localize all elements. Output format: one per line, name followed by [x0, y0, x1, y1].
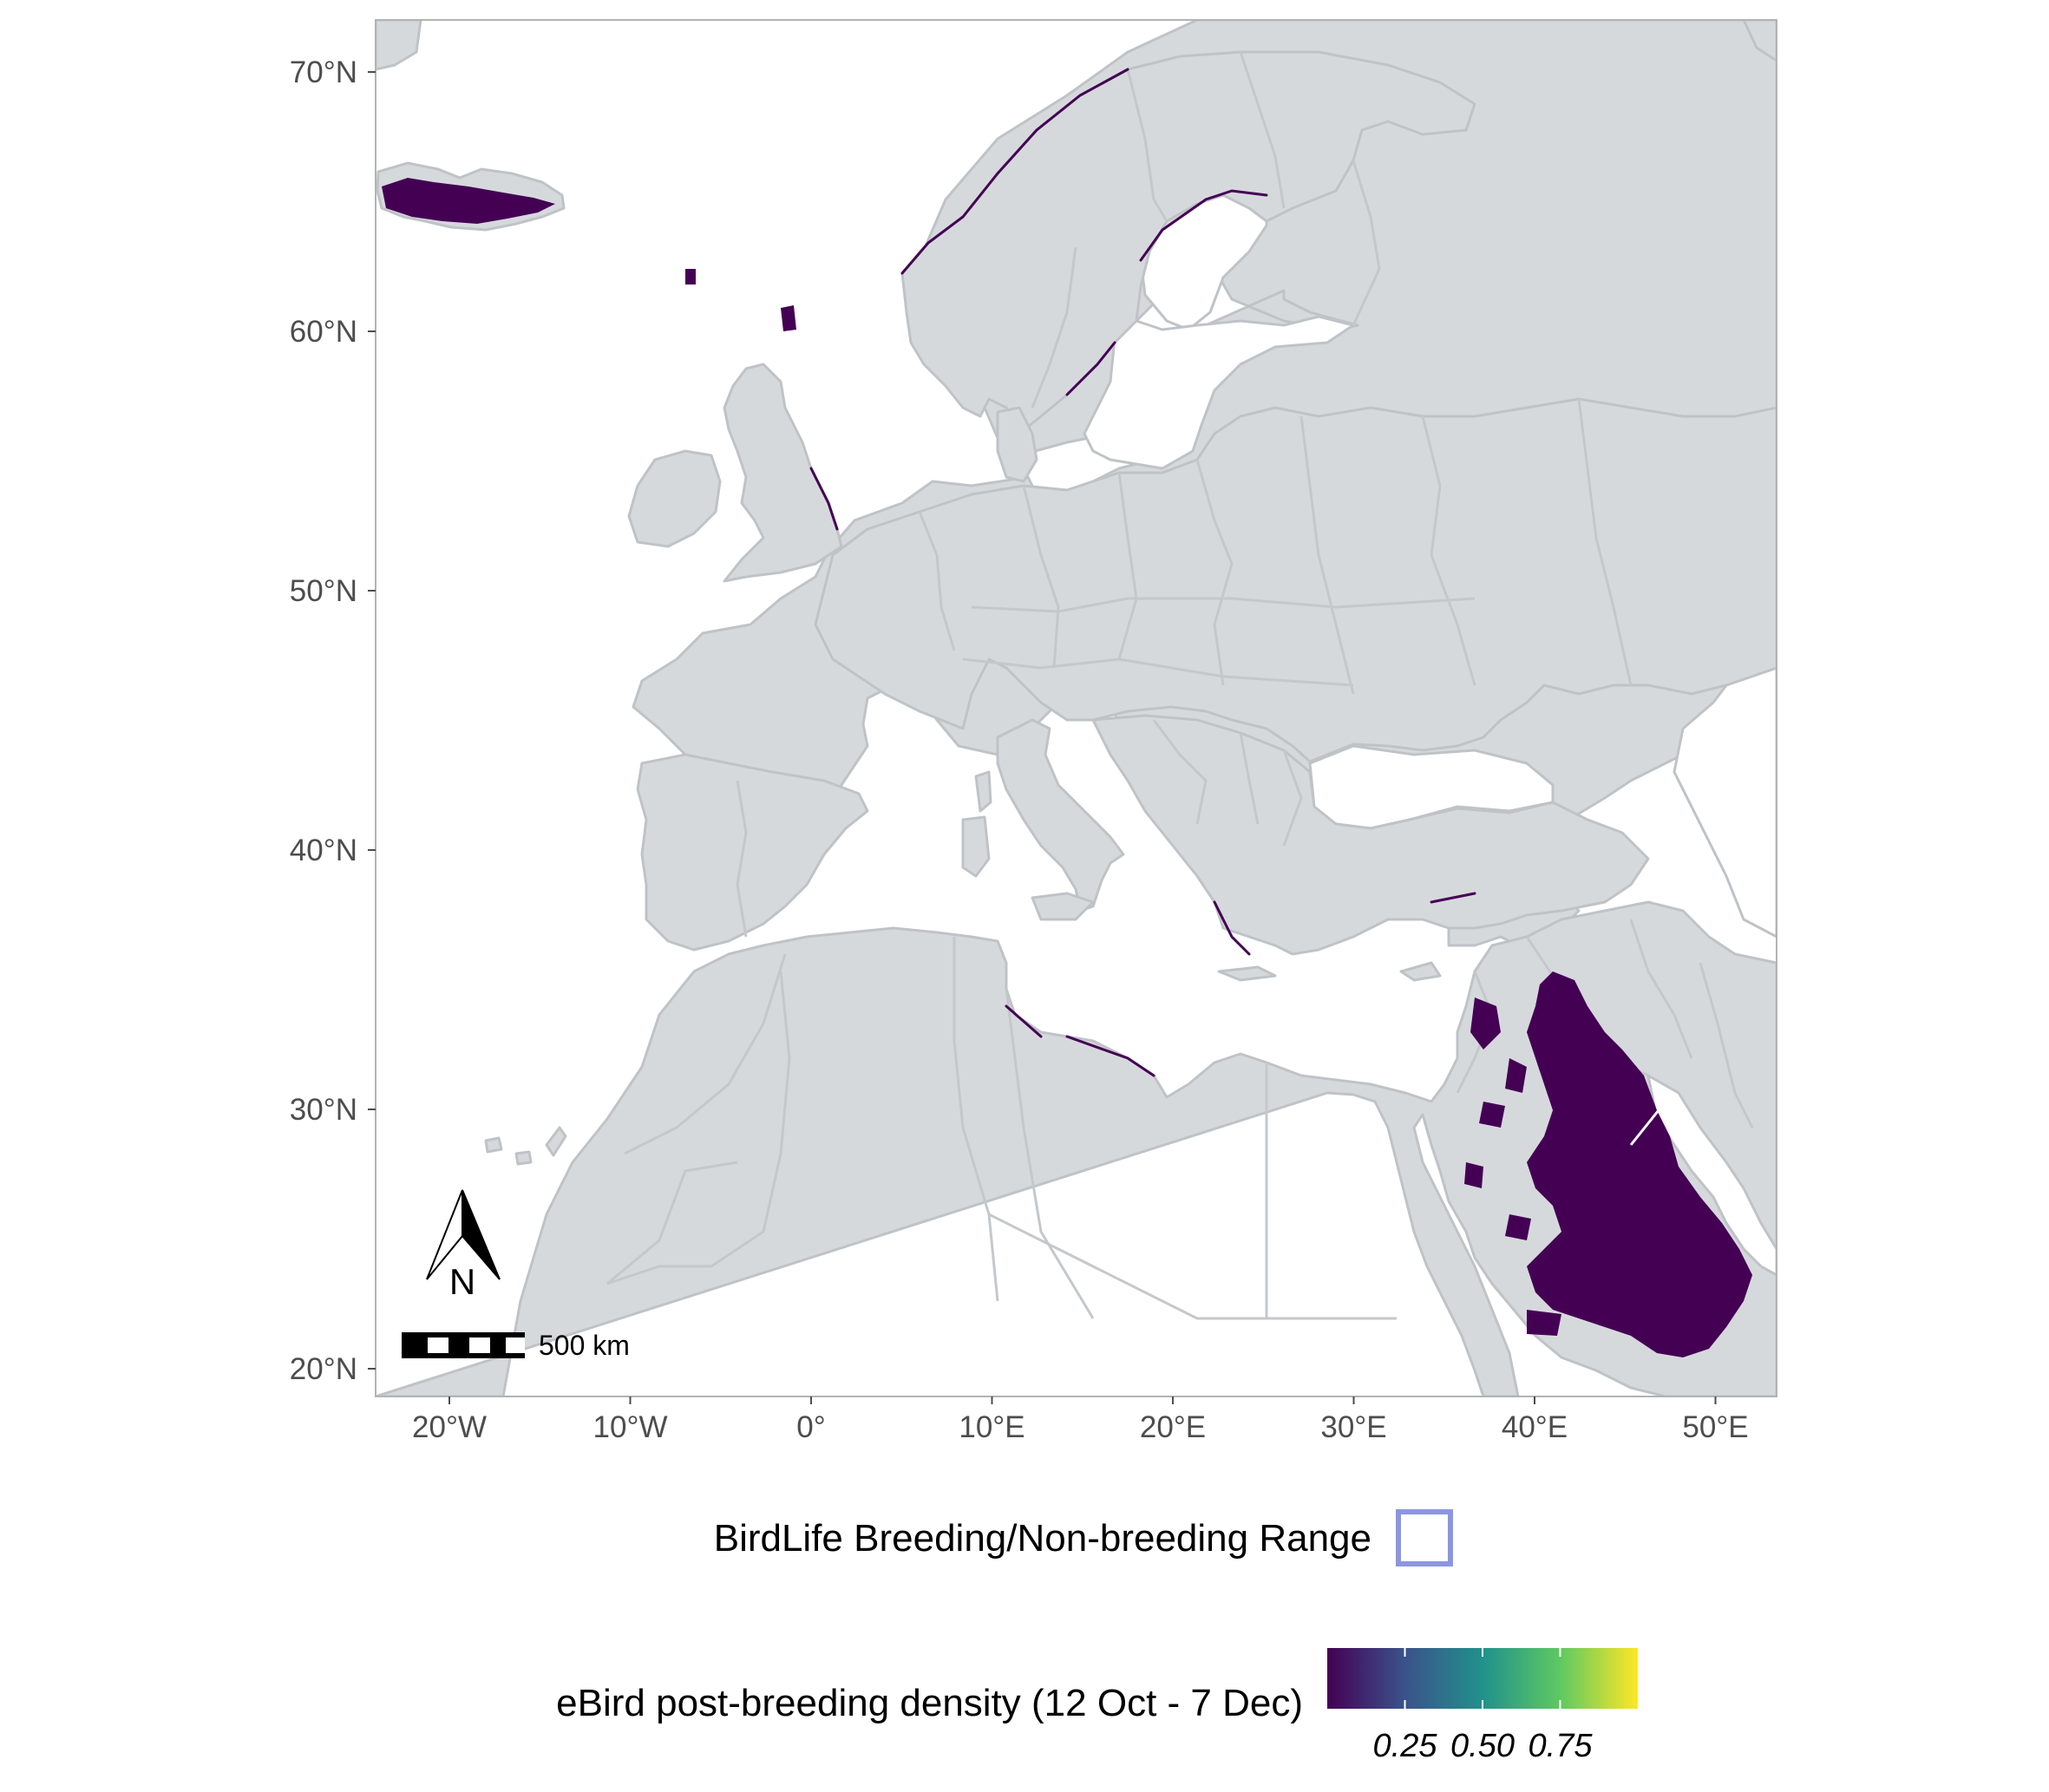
iberia-landmass — [636, 753, 869, 952]
legend-birdlife-key — [1396, 1509, 1453, 1566]
panel-border — [375, 19, 1777, 1397]
lon-tick-label: 20°E — [1140, 1410, 1206, 1444]
crete — [1217, 965, 1277, 982]
corsica — [974, 770, 992, 813]
persian-gulf — [1646, 1073, 1777, 1277]
lon-tick-label: 50°E — [1682, 1410, 1748, 1444]
scale-bar: 500 km — [402, 1330, 630, 1361]
density-iceland — [382, 178, 555, 224]
lat-tick-label: 30°N — [290, 1093, 357, 1127]
caspian-sea — [1673, 666, 1777, 939]
lat-tick-label: 20°N — [290, 1352, 357, 1386]
land-layer — [376, 20, 1777, 1396]
canary-islands — [484, 1126, 567, 1166]
lat-tick-label: 70°N — [290, 56, 357, 89]
sicily — [1031, 892, 1095, 921]
density-arabia — [1527, 971, 1752, 1357]
density-stripe — [1629, 1101, 1667, 1146]
north-arrow: N — [426, 1189, 501, 1302]
lon-tick-label: 0° — [796, 1410, 825, 1444]
sardinia — [961, 815, 991, 878]
colorbar-tick-label: 0.50 — [1450, 1728, 1515, 1764]
density-arabia-west — [1464, 997, 1561, 1336]
legend-birdlife-label: BirdLife Breeding/Non-breeding Range — [714, 1517, 1371, 1560]
denmark-landmass — [996, 406, 1038, 483]
longitude-axis: 20°W 10°W 0° 10°E 20°E 30°E 40°E 50°E — [412, 1396, 1749, 1444]
ebird-density-layer — [382, 178, 1752, 1357]
africa-arabia-landmass — [376, 900, 1777, 1396]
legend-birdlife: BirdLife Breeding/Non-breeding Range — [714, 1509, 1453, 1566]
greenland-edge — [376, 20, 422, 71]
north-arrow-right-half — [462, 1189, 501, 1280]
italy-landmass — [996, 718, 1125, 912]
colorbar-tick-label: 0.25 — [1373, 1728, 1438, 1764]
lon-tick-label: 20°W — [412, 1410, 487, 1444]
baltic-sea — [1083, 315, 1357, 470]
lon-tick-label: 30°E — [1320, 1410, 1386, 1444]
map-panel: 70°N60°N50°N40°N30°N20°N 20°W 10°W 0° 10°E 2… — [290, 19, 1777, 1444]
lon-tick-label: 10°E — [959, 1410, 1024, 1444]
lat-tick-label: 50°N — [290, 574, 357, 608]
colorbar-tick-label: 0.75 — [1529, 1728, 1594, 1764]
latitude-axis: 70°N 60°N 50°N 40°N 30°N 20°N — [290, 56, 376, 1386]
lat-tick-label: 60°N — [290, 315, 357, 349]
colorbar — [1327, 1648, 1638, 1709]
legend-ebird: eBird post-breeding density (12 Oct - 7 … — [556, 1648, 1638, 1764]
ireland — [627, 449, 722, 548]
lon-tick-label: 10°W — [593, 1410, 668, 1444]
balkans-turkey — [1091, 714, 1650, 956]
colorbar-ticks: 0.25 0.50 0.75 — [1373, 1648, 1594, 1764]
north-arrow-label: N — [449, 1261, 475, 1302]
lat-tick-label: 40°N — [290, 834, 357, 867]
density-faroe — [685, 269, 796, 331]
cyprus — [1399, 961, 1442, 982]
coastal-density — [809, 68, 1476, 1077]
lon-tick-label: 40°E — [1502, 1410, 1568, 1444]
scale-bar-label: 500 km — [539, 1330, 630, 1361]
novaya-zemlya-edge — [1742, 20, 1777, 62]
great-britain — [723, 363, 843, 583]
legend-ebird-label: eBird post-breeding density (12 Oct - 7 … — [556, 1682, 1303, 1724]
scandinavia-landmass — [900, 50, 1476, 435]
